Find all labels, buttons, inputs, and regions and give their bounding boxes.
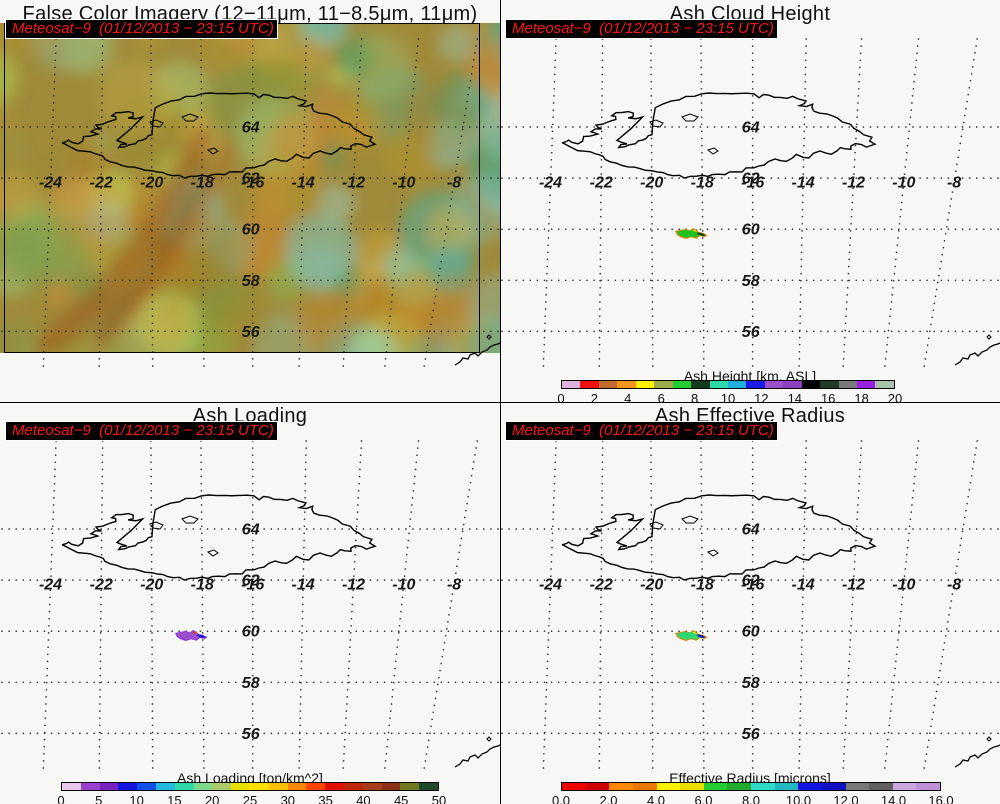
svg-text:64: 64 <box>742 522 760 539</box>
svg-text:-12: -12 <box>342 577 365 594</box>
svg-text:56: 56 <box>242 726 260 743</box>
svg-text:-12: -12 <box>842 175 865 192</box>
svg-text:-10: -10 <box>892 577 915 594</box>
svg-text:-14: -14 <box>292 577 315 594</box>
svg-text:-8: -8 <box>947 175 961 192</box>
svg-text:58: 58 <box>742 273 760 290</box>
svg-text:-14: -14 <box>792 577 815 594</box>
svg-text:-18: -18 <box>691 175 714 192</box>
svg-text:-22: -22 <box>590 577 613 594</box>
svg-text:-18: -18 <box>191 577 214 594</box>
svg-text:64: 64 <box>242 522 260 539</box>
svg-text:-10: -10 <box>892 175 915 192</box>
svg-text:58: 58 <box>242 675 260 692</box>
svg-text:-18: -18 <box>691 577 714 594</box>
svg-text:56: 56 <box>742 726 760 743</box>
svg-text:60: 60 <box>742 222 760 239</box>
svg-text:-24: -24 <box>539 175 562 192</box>
svg-text:-12: -12 <box>842 577 865 594</box>
svg-text:60: 60 <box>242 624 260 641</box>
svg-text:-10: -10 <box>392 577 415 594</box>
svg-text:-24: -24 <box>39 577 62 594</box>
svg-text:-8: -8 <box>947 577 961 594</box>
svg-text:-22: -22 <box>90 577 113 594</box>
svg-text:-20: -20 <box>140 577 163 594</box>
svg-text:-20: -20 <box>640 577 663 594</box>
svg-text:-14: -14 <box>792 175 815 192</box>
svg-text:62: 62 <box>742 171 760 188</box>
svg-text:-22: -22 <box>590 175 613 192</box>
svg-text:56: 56 <box>742 324 760 341</box>
svg-text:64: 64 <box>742 120 760 137</box>
svg-text:58: 58 <box>742 675 760 692</box>
svg-text:-24: -24 <box>539 577 562 594</box>
svg-text:-20: -20 <box>640 175 663 192</box>
svg-text:60: 60 <box>742 624 760 641</box>
svg-text:62: 62 <box>742 573 760 590</box>
svg-text:-8: -8 <box>447 577 461 594</box>
svg-text:62: 62 <box>242 573 260 590</box>
